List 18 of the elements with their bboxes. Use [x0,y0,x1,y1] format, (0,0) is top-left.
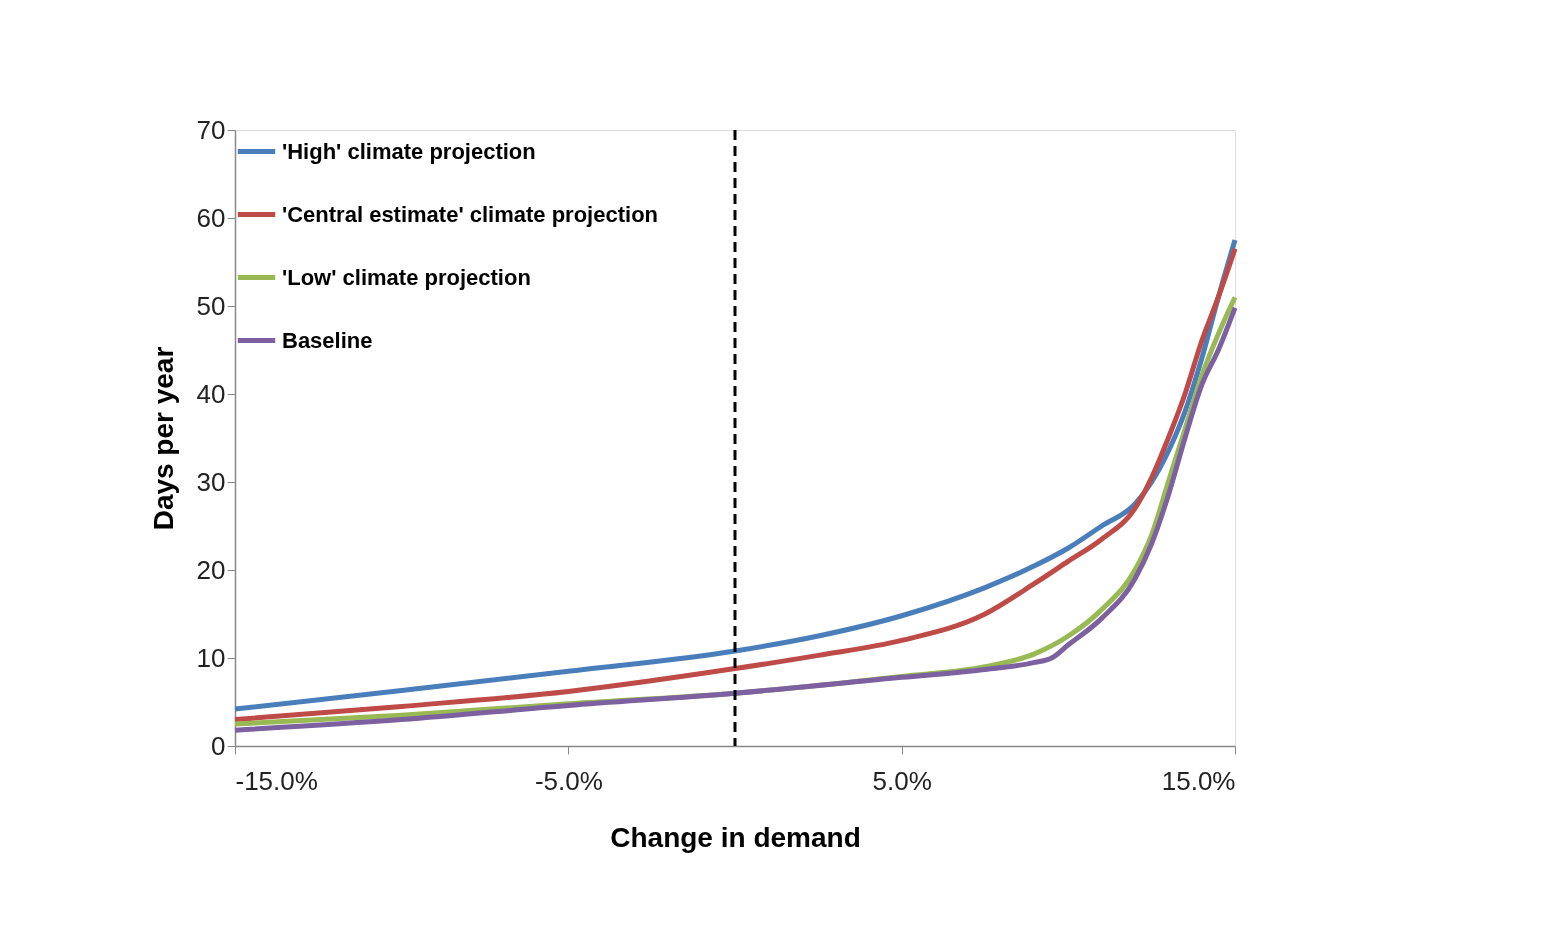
y-tick-label: 40 [196,378,226,409]
x-axis-title: Change in demand [610,821,861,853]
legend-label: 'Low' climate projection [282,264,531,290]
legend-label: 'Central estimate' climate projection [282,201,659,227]
y-tick-label: 50 [196,290,226,321]
y-tick-label: 0 [211,730,226,761]
legend-label: Baseline [282,327,373,353]
y-tick-label: 10 [196,642,226,673]
x-tick-label: -5.0% [534,765,603,796]
x-tick-label: 5.0% [872,765,932,796]
y-tick-label: 20 [196,554,226,585]
y-tick-label: 30 [196,466,226,497]
legend-label: 'High' climate projection [282,138,536,164]
y-axis-title: Days per year [147,346,179,531]
x-tick-label: 15.0% [1161,765,1236,796]
y-tick-label: 70 [196,114,226,145]
y-tick-label: 60 [196,202,226,233]
x-tick-label: -15.0% [235,765,318,796]
